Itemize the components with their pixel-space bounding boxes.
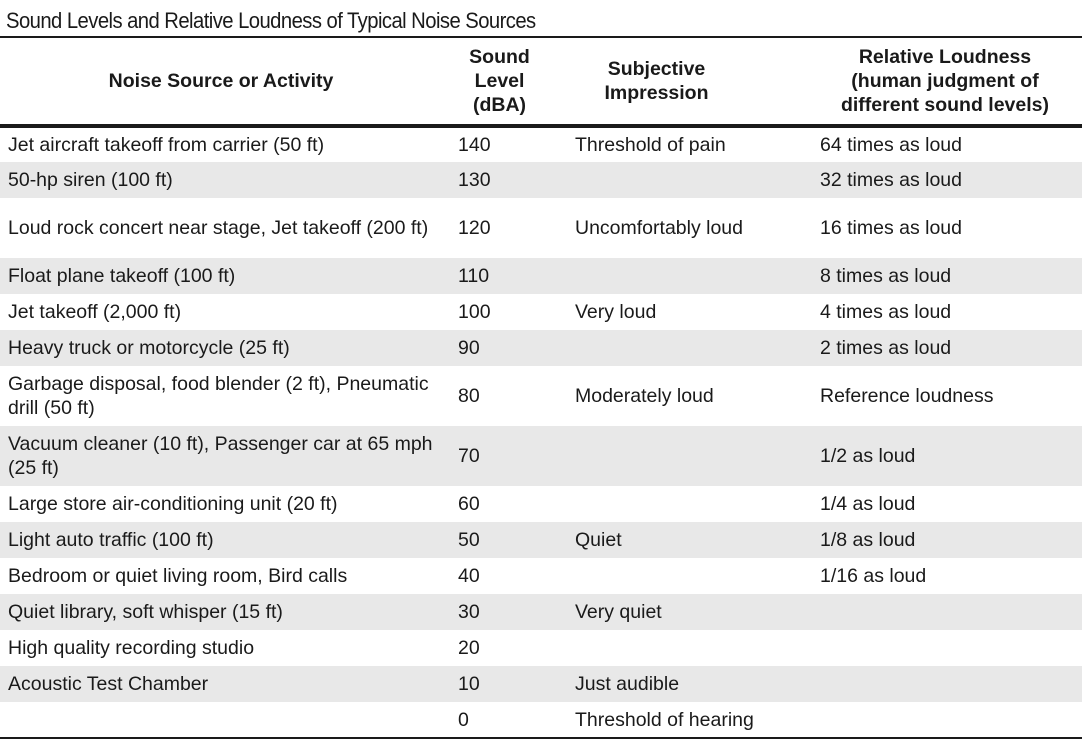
cell-loudness	[812, 630, 1082, 666]
cell-level: 60	[458, 493, 480, 515]
cell-loudness: 1/8 as loud	[820, 529, 916, 551]
cell-impression	[567, 426, 812, 486]
cell-loudness	[812, 666, 1082, 702]
cell-impression	[567, 162, 812, 198]
cell-level: 110	[458, 265, 490, 287]
cell-source: Large store air-conditioning unit (20 ft…	[8, 493, 338, 515]
cell-impression: Quiet	[575, 529, 622, 551]
cell-impression: Just audible	[575, 673, 680, 695]
cell-level: 130	[458, 169, 491, 191]
table-row: Light auto traffic (100 ft) 50 Quiet 1/8…	[0, 522, 1082, 558]
header-level-line: (dBA)	[472, 94, 527, 116]
table-row: Bedroom or quiet living room, Bird calls…	[0, 558, 1082, 594]
cell-loudness: 8 times as loud	[820, 265, 952, 287]
header-loudness-line: Relative Loudness	[858, 46, 1032, 68]
cell-loudness: 2 times as loud	[820, 337, 952, 359]
table-row: Quiet library, soft whisper (15 ft) 30 V…	[0, 594, 1082, 630]
cell-level: 70	[458, 445, 480, 467]
cell-level: 40	[458, 565, 480, 587]
cell-level: 30	[458, 601, 480, 623]
header-loudness-line: (human judgment of	[851, 70, 1039, 92]
cell-level: 50	[458, 529, 480, 551]
cell-level: 80	[458, 385, 480, 407]
cell-source: Light auto traffic (100 ft)	[8, 529, 214, 551]
cell-source: Heavy truck or motorcycle (25 ft)	[8, 337, 290, 359]
header-impression-line: Impression	[604, 82, 709, 104]
table-row: Garbage disposal, food blender (2 ft), P…	[0, 366, 1082, 426]
cell-source: Loud rock concert near stage, Jet takeof…	[8, 217, 429, 239]
cell-level: 0	[458, 708, 469, 731]
cell-impression: Very quiet	[575, 601, 662, 623]
cell-source: Acoustic Test Chamber	[8, 673, 209, 695]
cell-loudness: 1/4 as loud	[820, 493, 916, 515]
cell-loudness	[812, 702, 1082, 738]
table-title: Sound Levels and Relative Loudness of Ty…	[6, 8, 536, 33]
header-level: Sound Level (dBA)	[450, 37, 567, 126]
cell-source: Vacuum cleaner (10 ft), Passenger car at…	[8, 433, 433, 479]
table-row: Large store air-conditioning unit (20 ft…	[0, 486, 1082, 522]
cell-impression	[567, 558, 812, 594]
header-impression: Subjective Impression	[567, 37, 812, 126]
cell-level: 120	[458, 217, 491, 239]
cell-level: 100	[458, 301, 491, 323]
table-row: Vacuum cleaner (10 ft), Passenger car at…	[0, 426, 1082, 486]
table-row: 50-hp siren (100 ft) 130 32 times as lou…	[0, 162, 1082, 198]
table-row: Float plane takeoff (100 ft) 110 8 times…	[0, 258, 1082, 294]
cell-impression	[567, 630, 812, 666]
cell-loudness: 1/16 as loud	[820, 565, 927, 587]
cell-impression: Threshold of pain	[575, 134, 726, 156]
header-level-line: Sound	[469, 46, 530, 68]
cell-impression: Moderately loud	[575, 385, 714, 407]
table-row: High quality recording studio 20	[0, 630, 1082, 666]
cell-source: Bedroom or quiet living room, Bird calls	[8, 565, 348, 587]
table-header: Noise Source or Activity Sound Level (dB…	[0, 37, 1082, 126]
cell-loudness: Reference loudness	[820, 385, 994, 407]
header-level-line: Level	[474, 70, 525, 92]
header-row: Noise Source or Activity Sound Level (dB…	[0, 37, 1082, 126]
table-row: Loud rock concert near stage, Jet takeof…	[0, 198, 1082, 258]
noise-table: Noise Source or Activity Sound Level (dB…	[0, 36, 1082, 739]
cell-level: 90	[458, 337, 480, 359]
header-source-label: Noise Source or Activity	[108, 70, 334, 92]
cell-source: Float plane takeoff (100 ft)	[8, 265, 236, 287]
cell-impression	[567, 330, 812, 366]
cell-source: High quality recording studio	[8, 637, 255, 659]
cell-source: Jet aircraft takeoff from carrier (50 ft…	[8, 134, 325, 156]
cell-impression	[567, 258, 812, 294]
cell-source: Quiet library, soft whisper (15 ft)	[8, 601, 283, 623]
cell-loudness: 32 times as loud	[820, 169, 962, 191]
table-row: Heavy truck or motorcycle (25 ft) 90 2 t…	[0, 330, 1082, 366]
cell-source	[0, 702, 450, 738]
header-loudness-line: different sound levels)	[840, 94, 1050, 116]
cell-loudness: 1/2 as loud	[820, 445, 916, 467]
cell-loudness	[812, 594, 1082, 630]
header-source: Noise Source or Activity	[0, 37, 450, 126]
cell-impression: Uncomfortably loud	[575, 217, 743, 239]
header-impression-line: Subjective	[607, 58, 706, 80]
table-row: 0 Threshold of hearing	[0, 702, 1082, 738]
header-loudness: Relative Loudness (human judgment of dif…	[812, 37, 1082, 126]
cell-impression: Very loud	[575, 301, 657, 323]
cell-impression: Threshold of hearing	[575, 708, 754, 731]
cell-impression	[567, 486, 812, 522]
table-row: Jet aircraft takeoff from carrier (50 ft…	[0, 126, 1082, 162]
cell-level: 10	[458, 673, 480, 695]
cell-level: 140	[458, 134, 491, 156]
cell-source: 50-hp siren (100 ft)	[8, 169, 173, 191]
cell-loudness: 64 times as loud	[820, 134, 962, 156]
cell-level: 20	[458, 637, 480, 659]
table-body: Jet aircraft takeoff from carrier (50 ft…	[0, 126, 1082, 738]
cell-source: Jet takeoff (2,000 ft)	[8, 301, 182, 323]
cell-loudness: 4 times as loud	[820, 301, 952, 323]
table-row: Jet takeoff (2,000 ft) 100 Very loud 4 t…	[0, 294, 1082, 330]
cell-loudness: 16 times as loud	[820, 217, 962, 239]
cell-source: Garbage disposal, food blender (2 ft), P…	[8, 373, 429, 419]
table-row: Acoustic Test Chamber 10 Just audible	[0, 666, 1082, 702]
